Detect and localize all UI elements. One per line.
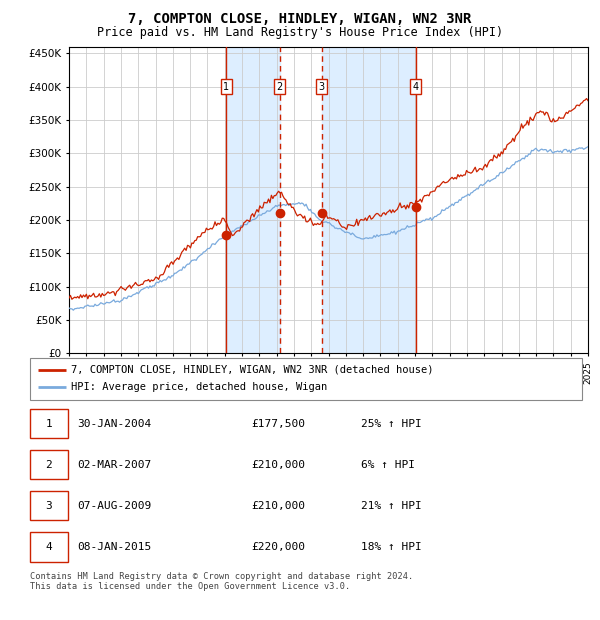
Text: 1: 1: [46, 418, 52, 428]
Text: 2: 2: [46, 459, 52, 469]
Bar: [226, 46, 280, 353]
FancyBboxPatch shape: [30, 358, 582, 400]
Text: 4: 4: [412, 82, 419, 92]
Text: £177,500: £177,500: [251, 418, 305, 428]
Text: 7, COMPTON CLOSE, HINDLEY, WIGAN, WN2 3NR (detached house): 7, COMPTON CLOSE, HINDLEY, WIGAN, WN2 3N…: [71, 365, 434, 374]
Text: Contains HM Land Registry data © Crown copyright and database right 2024.
This d: Contains HM Land Registry data © Crown c…: [30, 572, 413, 591]
Text: £210,000: £210,000: [251, 501, 305, 511]
FancyBboxPatch shape: [30, 491, 68, 520]
FancyBboxPatch shape: [30, 450, 68, 479]
Text: 21% ↑ HPI: 21% ↑ HPI: [361, 501, 422, 511]
Text: 1: 1: [223, 82, 229, 92]
Text: 07-AUG-2009: 07-AUG-2009: [77, 501, 151, 511]
Text: 02-MAR-2007: 02-MAR-2007: [77, 459, 151, 469]
Text: 30-JAN-2004: 30-JAN-2004: [77, 418, 151, 428]
FancyBboxPatch shape: [30, 532, 68, 562]
Text: £210,000: £210,000: [251, 459, 305, 469]
Text: 3: 3: [46, 501, 52, 511]
Text: 08-JAN-2015: 08-JAN-2015: [77, 542, 151, 552]
Text: 18% ↑ HPI: 18% ↑ HPI: [361, 542, 422, 552]
Text: 4: 4: [46, 542, 52, 552]
Bar: [322, 46, 416, 353]
Text: 25% ↑ HPI: 25% ↑ HPI: [361, 418, 422, 428]
FancyBboxPatch shape: [30, 409, 68, 438]
Text: 6% ↑ HPI: 6% ↑ HPI: [361, 459, 415, 469]
Text: Price paid vs. HM Land Registry's House Price Index (HPI): Price paid vs. HM Land Registry's House …: [97, 26, 503, 39]
Text: 3: 3: [319, 82, 325, 92]
Text: 7, COMPTON CLOSE, HINDLEY, WIGAN, WN2 3NR: 7, COMPTON CLOSE, HINDLEY, WIGAN, WN2 3N…: [128, 12, 472, 27]
Text: £220,000: £220,000: [251, 542, 305, 552]
Text: 2: 2: [277, 82, 283, 92]
Text: HPI: Average price, detached house, Wigan: HPI: Average price, detached house, Wiga…: [71, 383, 328, 392]
